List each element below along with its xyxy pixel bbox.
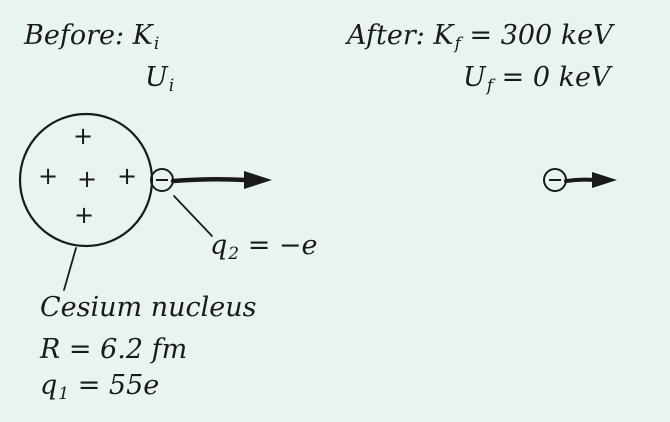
electron-charge-label: q2 = −e [210,230,318,264]
before-kinetic-label: Before: Ki [24,20,160,54]
nucleus-name: Cesium nucleus [40,292,257,323]
nucleus-charge: + [38,162,59,190]
nucleus-charge: + [74,201,95,229]
electron-before-velocity-arrow [170,176,249,184]
nucleus-charge: + [77,165,98,193]
nucleus-leader-line [63,247,77,291]
electron-leader-line [173,195,213,237]
after-kinetic-label: After: Kf = 300 keV [347,20,613,54]
electron-before-arrowhead [244,171,272,189]
electron-after-arrowhead [592,172,617,188]
before-potential-label: Ui [145,62,175,96]
nucleus-charge: + [117,162,138,190]
after-potential-label: Uf = 0 keV [463,62,611,96]
nucleus-charge-value: q1 = 55e [40,370,160,404]
nucleus-radius: R = 6.2 fm [40,334,188,365]
nucleus-charge: + [73,122,94,150]
electron-after-velocity-arrow [564,177,596,183]
